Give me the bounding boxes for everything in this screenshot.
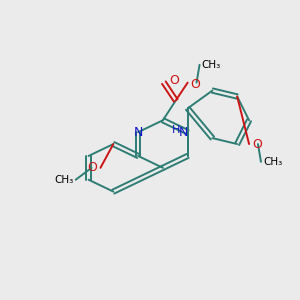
Text: O: O <box>88 161 98 174</box>
Text: O: O <box>252 138 262 151</box>
Text: CH₃: CH₃ <box>202 60 221 70</box>
Text: O: O <box>190 78 200 91</box>
Text: N: N <box>134 126 143 139</box>
Text: H: H <box>172 125 180 135</box>
Text: CH₃: CH₃ <box>263 157 282 167</box>
Text: N: N <box>179 126 188 139</box>
Text: O: O <box>169 74 179 87</box>
Text: CH₃: CH₃ <box>55 175 74 185</box>
